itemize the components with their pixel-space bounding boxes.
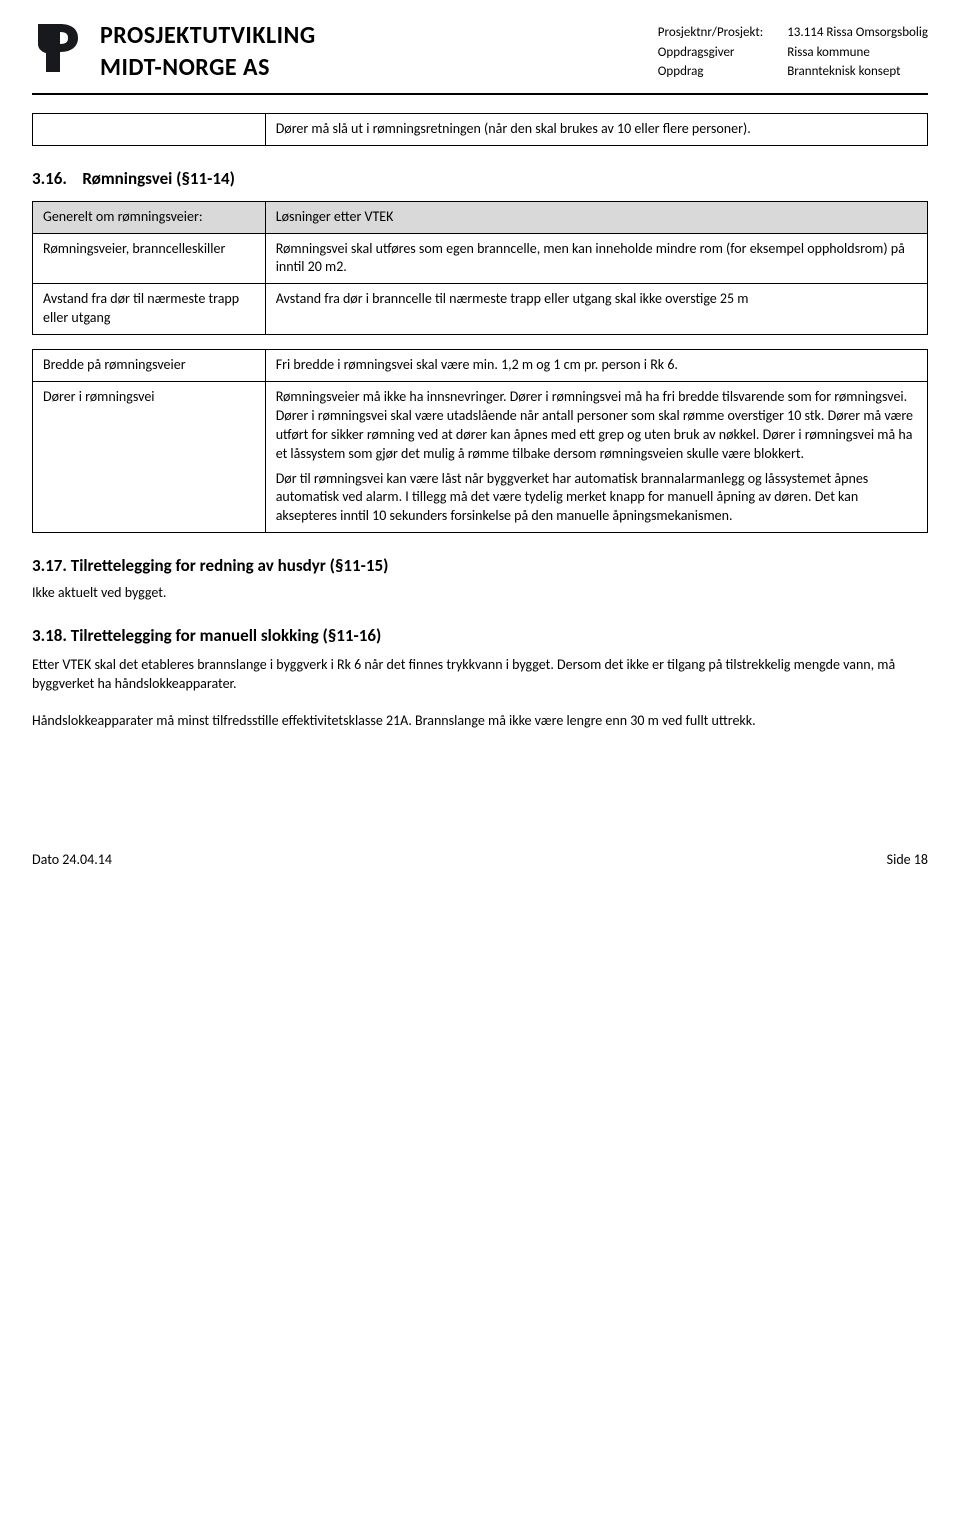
- meta-label-client: Oppdragsgiver: [658, 44, 763, 62]
- footer-date: Dato 24.04.14: [32, 851, 112, 870]
- meta-value-assignment: Brannteknisk konsept: [787, 63, 928, 81]
- cell-right: Fri bredde i rømningsvei skal være min. …: [265, 350, 927, 382]
- table-row: Bredde på rømningsveier Fri bredde i røm…: [33, 350, 928, 382]
- romningsvei-table: Generelt om rømningsveier: Løsninger ett…: [32, 201, 928, 335]
- header-right: Løsninger etter VTEK: [265, 201, 927, 233]
- section-317-body: Ikke aktuelt ved bygget.: [32, 584, 928, 603]
- company-name-line2: MIDT-NORGE AS: [100, 52, 646, 84]
- spacer: [32, 335, 928, 349]
- project-meta: Prosjektnr/Prosjekt: Oppdragsgiver Oppdr…: [658, 24, 928, 81]
- section-heading: Rømningsvei (§11-14): [82, 168, 235, 189]
- meta-labels: Prosjektnr/Prosjekt: Oppdragsgiver Oppdr…: [658, 24, 763, 81]
- cell-right: Rømningsveier må ikke ha innsnevringer. …: [265, 381, 927, 532]
- page-header: PROSJEKTUTVIKLING MIDT-NORGE AS Prosjekt…: [32, 20, 928, 95]
- meta-values: 13.114 Rissa Omsorgsbolig Rissa kommune …: [787, 24, 928, 81]
- table-row: Dører i rømningsvei Rømningsveier må ikk…: [33, 381, 928, 532]
- cell-right: Avstand fra dør i branncelle til nærmest…: [265, 284, 927, 335]
- table-row: Dører må slå ut i rømningsretningen (når…: [33, 113, 928, 145]
- page-footer: Dato 24.04.14 Side 18: [32, 851, 928, 870]
- table-header-row: Generelt om rømningsveier: Løsninger ett…: [33, 201, 928, 233]
- cell-left: Bredde på rømningsveier: [33, 350, 266, 382]
- cell-right: Rømningsvei skal utføres som egen brannc…: [265, 233, 927, 284]
- meta-label-projectno: Prosjektnr/Prosjekt:: [658, 24, 763, 42]
- romningsvei-table-2: Bredde på rømningsveier Fri bredde i røm…: [32, 349, 928, 533]
- note-right-cell: Dører må slå ut i rømningsretningen (når…: [265, 113, 927, 145]
- table-row: Avstand fra dør til nærmeste trapp eller…: [33, 284, 928, 335]
- cell-left: Rømningsveier, branncelleskiller: [33, 233, 266, 284]
- section-317-heading: 3.17. Tilrettelegging for redning av hus…: [32, 555, 928, 578]
- note-table: Dører må slå ut i rømningsretningen (når…: [32, 113, 928, 146]
- meta-label-assignment: Oppdrag: [658, 63, 763, 81]
- cell-left: Dører i rømningsvei: [33, 381, 266, 532]
- cell-left: Avstand fra dør til nærmeste trapp eller…: [33, 284, 266, 335]
- section-318-body1: Etter VTEK skal det etableres brannslang…: [32, 656, 928, 694]
- section-316-title: 3.16. Rømningsvei (§11-14): [32, 168, 928, 191]
- meta-value-client: Rissa kommune: [787, 44, 928, 62]
- section-number: 3.16.: [32, 168, 67, 189]
- note-left-cell: [33, 113, 266, 145]
- section-318-heading: 3.18. Tilrettelegging for manuell slokki…: [32, 625, 928, 648]
- table-row: Rømningsveier, branncelleskiller Rømning…: [33, 233, 928, 284]
- company-name-line1: PROSJEKTUTVIKLING: [100, 20, 646, 52]
- meta-value-projectno: 13.114 Rissa Omsorgsbolig: [787, 24, 928, 42]
- header-left: Generelt om rømningsveier:: [33, 201, 266, 233]
- company-logo: [32, 20, 88, 76]
- footer-page: Side 18: [887, 851, 928, 870]
- section-318-body2: Håndslokkeapparater må minst tilfredssti…: [32, 712, 928, 731]
- company-name: PROSJEKTUTVIKLING MIDT-NORGE AS: [100, 20, 646, 85]
